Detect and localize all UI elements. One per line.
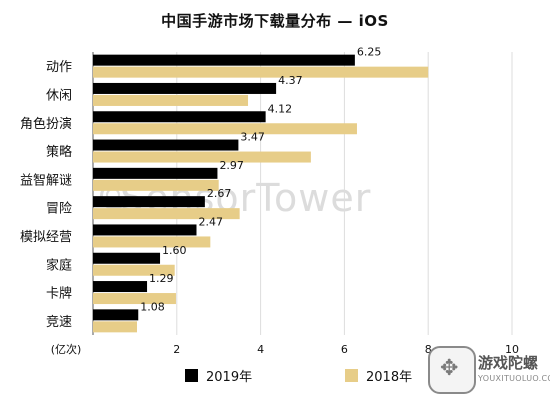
category-label-6: 模拟经营 — [20, 230, 72, 245]
bar-2018-5 — [93, 208, 240, 220]
bar-2019-8 — [93, 281, 148, 293]
category-label-5: 冒险 — [46, 202, 72, 217]
data-label-2019-2: 4.12 — [268, 102, 293, 115]
bar-2018-4 — [93, 179, 219, 191]
category-label-9: 竞速 — [46, 314, 72, 330]
category-label-1: 休闲 — [46, 88, 72, 103]
x-tick-label-4: 4 — [257, 343, 264, 356]
legend-label-2018: 2018年 — [366, 370, 413, 385]
data-label-2019-1: 4.37 — [278, 74, 303, 87]
category-label-7: 家庭 — [46, 257, 72, 273]
legend-item-2019: 2019年 — [185, 366, 252, 385]
x-tick-label-2: 2 — [173, 343, 180, 356]
bar-2019-1 — [93, 82, 277, 94]
category-label-2: 角色扮演 — [20, 116, 72, 132]
bar-2019-9 — [93, 309, 139, 321]
bar-2019-2 — [93, 111, 266, 123]
bar-2018-2 — [93, 123, 357, 135]
logo-text-cn: 游戏陀螺 — [478, 354, 539, 372]
bar-2018-3 — [93, 151, 311, 163]
x-tick-label-8: 8 — [425, 343, 432, 356]
bar-2018-9 — [93, 321, 137, 333]
data-label-2019-0: 6.25 — [357, 46, 382, 59]
bar-2019-0 — [93, 54, 355, 66]
x-tick-label-6: 6 — [341, 343, 348, 356]
data-label-2019-3: 3.47 — [240, 131, 265, 144]
category-label-4: 益智解谜 — [20, 173, 72, 188]
bar-2018-0 — [93, 66, 429, 78]
data-label-2019-6: 2.47 — [198, 215, 223, 228]
x-axis-label: (亿次) — [51, 342, 82, 356]
data-label-2019-9: 1.08 — [140, 300, 165, 313]
legend-item-2018: 2018年 — [345, 366, 412, 385]
bar-2019-4 — [93, 167, 218, 179]
category-label-3: 策略 — [46, 144, 72, 160]
bar-2019-5 — [93, 196, 205, 208]
legend-label-2019: 2019年 — [206, 370, 253, 385]
legend-swatch-2019 — [185, 369, 198, 382]
bar-2019-7 — [93, 252, 161, 264]
logo-text-en: YOUXITUOLUO.COM — [478, 374, 550, 383]
bar-2018-7 — [93, 264, 175, 276]
data-label-2019-7: 1.60 — [162, 244, 187, 257]
data-label-2019-5: 2.67 — [207, 187, 232, 200]
x-tick-label-10: 10 — [505, 343, 519, 356]
data-label-2019-8: 1.29 — [149, 272, 174, 285]
bar-2019-6 — [93, 224, 197, 236]
category-label-8: 卡牌 — [46, 286, 72, 302]
data-label-2019-4: 2.97 — [219, 159, 244, 172]
bar-2018-6 — [93, 236, 211, 248]
gamepad-icon: ✥ — [428, 346, 476, 394]
legend-swatch-2018 — [345, 369, 358, 382]
bar-2018-1 — [93, 94, 249, 106]
bar-2019-3 — [93, 139, 239, 151]
chart-title: 中国手游市场下载量分布 — iOS — [161, 12, 389, 30]
category-label-0: 动作 — [46, 60, 72, 75]
youxituoluo-logo: ✥ 游戏陀螺 YOUXITUOLUO.COM — [420, 346, 550, 394]
bar-2018-8 — [93, 293, 176, 305]
